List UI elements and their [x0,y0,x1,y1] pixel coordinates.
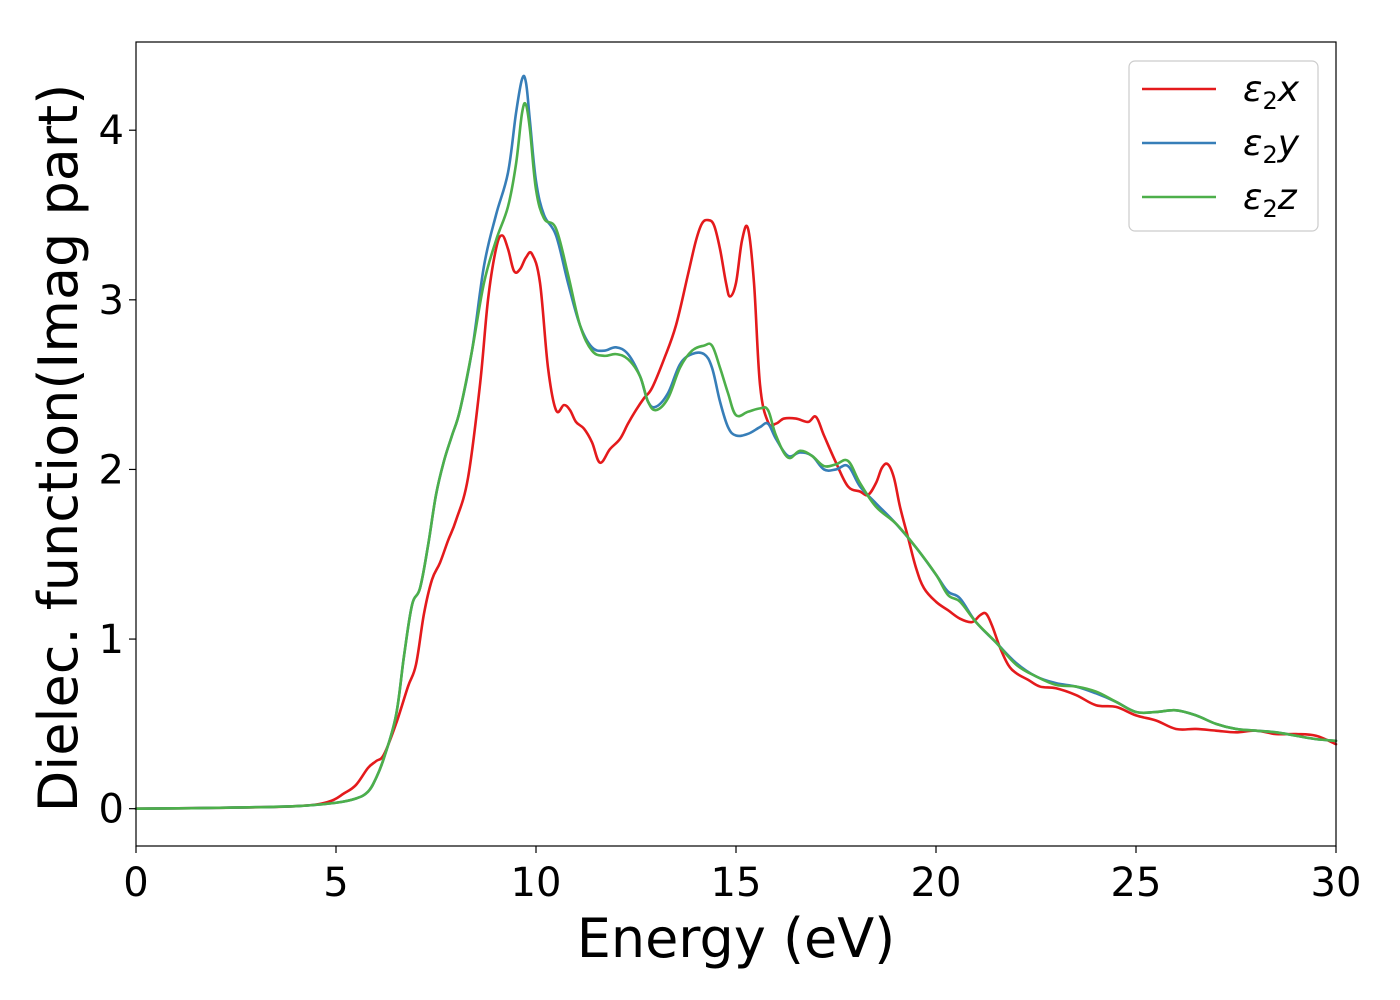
x-axis-title: Energy (eV) [577,907,896,970]
legend-label-y: ε2y [1243,123,1300,169]
legend-label-x: ε2x [1243,69,1300,115]
legend-box [1128,60,1319,232]
legend-label-z: ε2z [1243,177,1298,223]
series-line-z [134,101,1338,810]
y-tick-label: 3 [99,278,124,324]
x-tick-label: 25 [1111,860,1162,906]
series-layer [134,74,1338,810]
x-tick-label: 20 [911,860,962,906]
y-tick-label: 1 [99,617,124,663]
y-tick-label: 2 [99,447,124,493]
x-tick-label: 0 [123,860,148,906]
y-axis-title: Dielec. function(Imag part) [27,84,90,813]
plot-frame [135,41,1337,847]
ticks-layer: 0 5 10 15 20 25 30 0 1 2 3 4 [99,108,1362,906]
legend: ε2x ε2y ε2z [1128,60,1319,232]
x-tick-label: 5 [323,860,348,906]
x-tick-label: 10 [511,860,562,906]
y-tick-label: 4 [99,108,124,154]
x-tick-label: 15 [711,860,762,906]
y-tick-label: 0 [99,787,124,833]
series-line-x [134,218,1338,810]
x-tick-label: 30 [1311,860,1362,906]
